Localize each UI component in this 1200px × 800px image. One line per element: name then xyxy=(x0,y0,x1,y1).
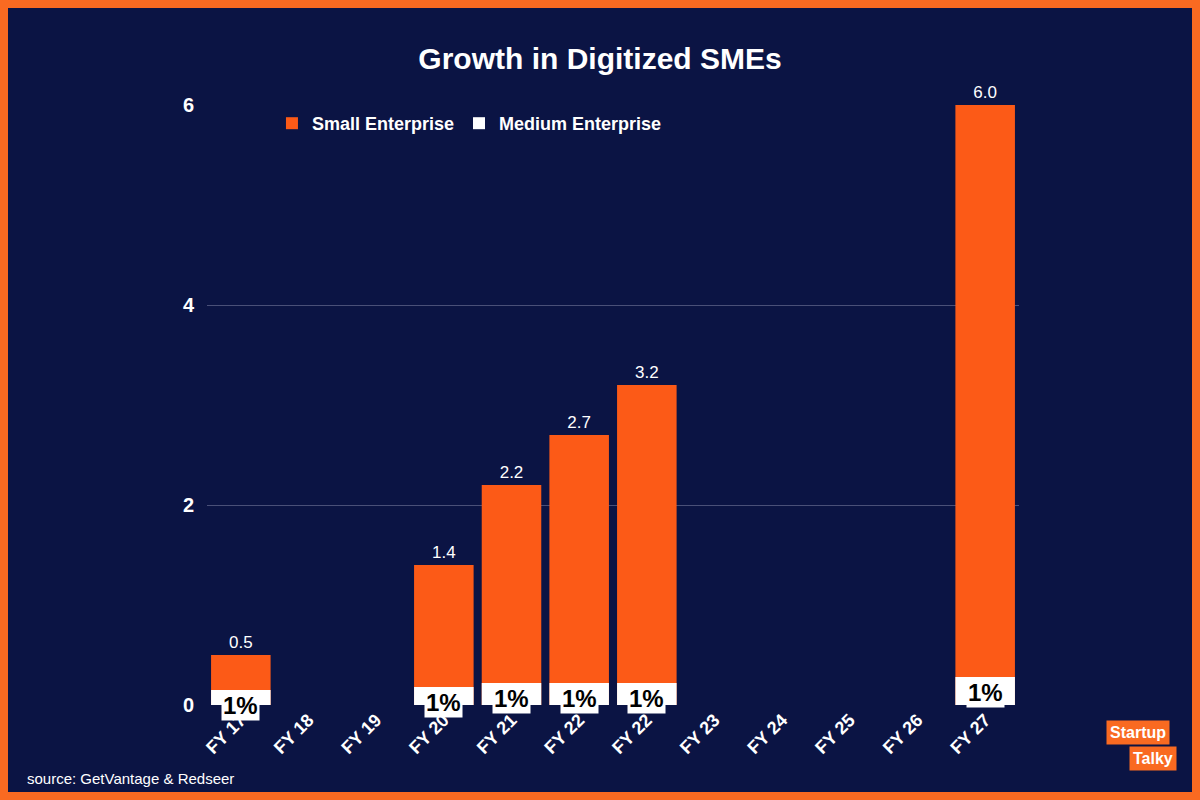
svg-text:1%: 1% xyxy=(223,692,258,719)
svg-text:3.2: 3.2 xyxy=(635,363,659,382)
svg-text:2: 2 xyxy=(183,494,194,516)
svg-text:FY 19: FY 19 xyxy=(337,710,385,758)
svg-text:0.5: 0.5 xyxy=(229,633,253,652)
svg-text:FY 26: FY 26 xyxy=(879,710,927,758)
svg-text:2.2: 2.2 xyxy=(500,463,524,482)
svg-text:1%: 1% xyxy=(494,685,529,712)
svg-text:1%: 1% xyxy=(629,685,664,712)
svg-text:Small Enterprise: Small Enterprise xyxy=(312,114,454,134)
svg-text:6.0: 6.0 xyxy=(973,83,997,102)
svg-text:Talky: Talky xyxy=(1133,750,1173,767)
svg-text:Growth in Digitized SMEs: Growth in Digitized SMEs xyxy=(418,42,781,75)
svg-text:4: 4 xyxy=(183,294,195,316)
svg-text:Startup: Startup xyxy=(1110,724,1166,741)
svg-text:6: 6 xyxy=(183,94,194,116)
svg-text:FY 27: FY 27 xyxy=(946,710,994,758)
svg-text:1%: 1% xyxy=(968,679,1003,706)
svg-text:FY 20: FY 20 xyxy=(405,710,453,758)
svg-text:FY 22: FY 22 xyxy=(608,710,656,758)
svg-text:1%: 1% xyxy=(426,689,461,716)
svg-text:2.7: 2.7 xyxy=(567,413,591,432)
svg-text:FY 25: FY 25 xyxy=(811,710,859,758)
svg-text:1.4: 1.4 xyxy=(432,543,456,562)
svg-text:0: 0 xyxy=(183,694,194,716)
svg-text:FY 21: FY 21 xyxy=(473,710,521,758)
svg-text:Medium Enterprise: Medium Enterprise xyxy=(499,114,661,134)
svg-text:FY 18: FY 18 xyxy=(270,710,318,758)
svg-text:source: GetVantage & Redseer: source: GetVantage & Redseer xyxy=(27,770,234,787)
svg-text:FY 17: FY 17 xyxy=(202,710,250,758)
svg-text:FY 24: FY 24 xyxy=(743,710,791,758)
svg-text:1%: 1% xyxy=(562,685,597,712)
svg-text:FY 22: FY 22 xyxy=(540,710,588,758)
svg-text:FY 23: FY 23 xyxy=(676,710,724,758)
